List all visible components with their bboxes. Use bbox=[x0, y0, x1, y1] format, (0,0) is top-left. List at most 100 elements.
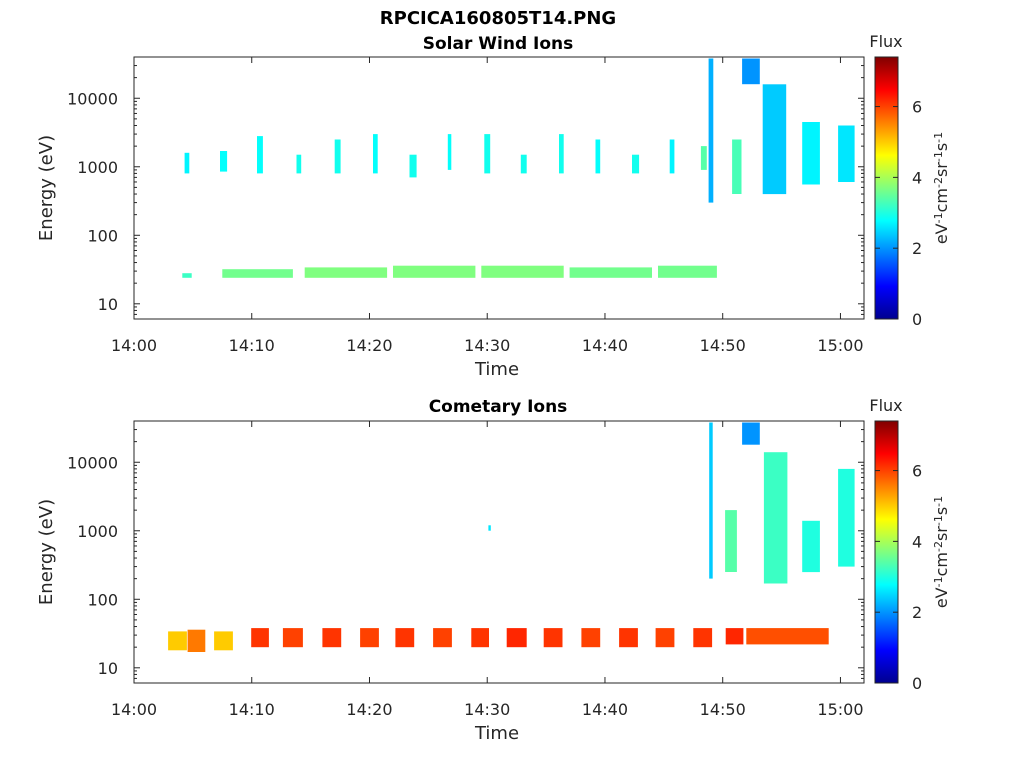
x-tick-label: 14:00 bbox=[111, 700, 157, 719]
heatmap-cell bbox=[581, 628, 601, 648]
heatmap-cell bbox=[802, 122, 820, 185]
heatmap-cell bbox=[742, 58, 760, 85]
heatmap-cell bbox=[725, 628, 744, 645]
heatmap-cell bbox=[693, 628, 713, 648]
y-tick-label: 100 bbox=[87, 226, 118, 245]
colorbar-unit: eV-1cm-2sr-1s-1 bbox=[932, 496, 951, 608]
y-tick-label: 1000 bbox=[77, 158, 118, 177]
heatmap-cell bbox=[725, 510, 737, 572]
panel-cometary: Cometary Ions 14:00 14:10 14:20 14:30 14:40 1… bbox=[36, 396, 951, 744]
colorbar-tick-label: 2 bbox=[912, 239, 922, 258]
y-axis-label: Energy (eV) bbox=[36, 499, 57, 605]
heatmap-cell bbox=[395, 628, 415, 648]
y-axis-ticks: 10 100 1000 10000 bbox=[67, 420, 864, 684]
heatmap-cell bbox=[559, 134, 564, 174]
x-axis-ticks: 14:00 14:10 14:20 14:30 14:40 14:50 15:00 bbox=[111, 421, 864, 719]
colorbar-label: Flux bbox=[869, 396, 902, 415]
panel-title: Solar Wind Ions bbox=[423, 34, 574, 54]
heatmap-cell bbox=[481, 265, 564, 278]
y-tick-label: 1000 bbox=[77, 522, 118, 541]
heatmap-cell bbox=[632, 154, 640, 174]
heatmap-cell bbox=[746, 628, 829, 645]
x-axis-ticks: 14:00 14:10 14:20 14:30 14:40 14:50 15:00 bbox=[111, 57, 864, 355]
y-axis-label: Energy (eV) bbox=[36, 135, 57, 241]
x-axis-label: Time bbox=[474, 359, 519, 380]
heatmap-cells bbox=[168, 422, 855, 652]
heatmap-cell bbox=[168, 631, 187, 651]
heatmap-cell bbox=[360, 628, 379, 648]
heatmap-cell bbox=[732, 139, 742, 194]
heatmap-cell bbox=[762, 84, 787, 195]
heatmap-cell bbox=[658, 265, 717, 278]
figure-title: RPCICA160805T14.PNG bbox=[380, 8, 616, 29]
heatmap-cell bbox=[838, 468, 855, 567]
heatmap-cell bbox=[619, 628, 638, 648]
heatmap-cell bbox=[447, 134, 452, 170]
x-tick-label: 15:00 bbox=[817, 700, 863, 719]
heatmap-cell bbox=[838, 125, 855, 182]
heatmap-cell bbox=[709, 422, 713, 579]
panel-solar-wind: Solar Wind Ions 14:00 14:10 14:20 14:30 14:4… bbox=[36, 32, 951, 380]
y-axis-ticks: 10 100 1000 10000 bbox=[67, 56, 864, 320]
heatmap-cell bbox=[322, 628, 342, 648]
colorbar-ticks: 0 2 4 6 bbox=[875, 98, 922, 329]
heatmap-cell bbox=[282, 628, 303, 648]
x-tick-label: 14:40 bbox=[582, 700, 628, 719]
heatmap-cell bbox=[763, 452, 788, 584]
heatmap-cell bbox=[182, 273, 192, 278]
colorbar-frame bbox=[874, 420, 899, 684]
heatmap-cell bbox=[334, 139, 341, 174]
y-tick-label: 10000 bbox=[67, 89, 118, 108]
heatmap-cell bbox=[700, 146, 707, 170]
x-tick-label: 14:30 bbox=[464, 700, 510, 719]
colorbar: Flux 0 2 4 6 eV-1cm-2sr-1s-1 bbox=[869, 32, 951, 329]
heatmap-cell bbox=[214, 631, 233, 651]
heatmap-cell bbox=[742, 422, 760, 445]
colorbar-tick-label: 4 bbox=[912, 532, 922, 551]
heatmap-cell bbox=[655, 628, 675, 648]
colorbar-tick-label: 6 bbox=[912, 98, 922, 117]
heatmap-cell bbox=[543, 628, 563, 648]
x-axis-label: Time bbox=[474, 723, 519, 744]
heatmap-cell bbox=[669, 139, 675, 174]
colorbar-gradient bbox=[875, 421, 898, 683]
heatmap-cell bbox=[373, 134, 378, 174]
heatmap-cell bbox=[409, 154, 417, 178]
x-tick-label: 14:00 bbox=[111, 336, 157, 355]
heatmap-cells bbox=[182, 58, 855, 278]
heatmap-cell bbox=[595, 139, 601, 174]
heatmap-cell bbox=[488, 525, 491, 531]
heatmap-cell bbox=[393, 265, 476, 278]
x-tick-label: 14:50 bbox=[700, 700, 746, 719]
y-tick-label: 10 bbox=[98, 659, 118, 678]
heatmap-cell bbox=[484, 134, 491, 174]
x-tick-label: 14:20 bbox=[346, 336, 392, 355]
colorbar-tick-label: 4 bbox=[912, 168, 922, 187]
x-tick-label: 14:10 bbox=[229, 700, 275, 719]
y-tick-label: 100 bbox=[87, 590, 118, 609]
x-tick-label: 14:50 bbox=[700, 336, 746, 355]
x-tick-label: 15:00 bbox=[817, 336, 863, 355]
heatmap-cell bbox=[296, 154, 302, 174]
heatmap-cell bbox=[471, 628, 489, 648]
x-tick-label: 14:20 bbox=[346, 700, 392, 719]
panel-title: Cometary Ions bbox=[429, 397, 568, 417]
y-tick-label: 10000 bbox=[67, 453, 118, 472]
x-tick-label: 14:30 bbox=[464, 336, 510, 355]
heatmap-cell bbox=[520, 154, 527, 174]
colorbar-tick-label: 0 bbox=[912, 674, 922, 693]
heatmap-cell bbox=[222, 269, 293, 278]
heatmap-cell bbox=[184, 152, 190, 174]
plot-frame bbox=[133, 420, 865, 684]
heatmap-cell bbox=[187, 629, 206, 652]
colorbar: Flux 0 2 4 6 eV-1cm-2sr-1s-1 bbox=[869, 396, 951, 693]
heatmap-cell bbox=[506, 628, 527, 648]
colorbar-tick-label: 2 bbox=[912, 603, 922, 622]
colorbar-tick-label: 6 bbox=[912, 462, 922, 481]
colorbar-ticks: 0 2 4 6 bbox=[875, 462, 922, 693]
heatmap-cell bbox=[708, 58, 714, 203]
colorbar-unit: eV-1cm-2sr-1s-1 bbox=[932, 132, 951, 244]
colorbar-frame bbox=[874, 56, 899, 320]
y-tick-label: 10 bbox=[98, 295, 118, 314]
